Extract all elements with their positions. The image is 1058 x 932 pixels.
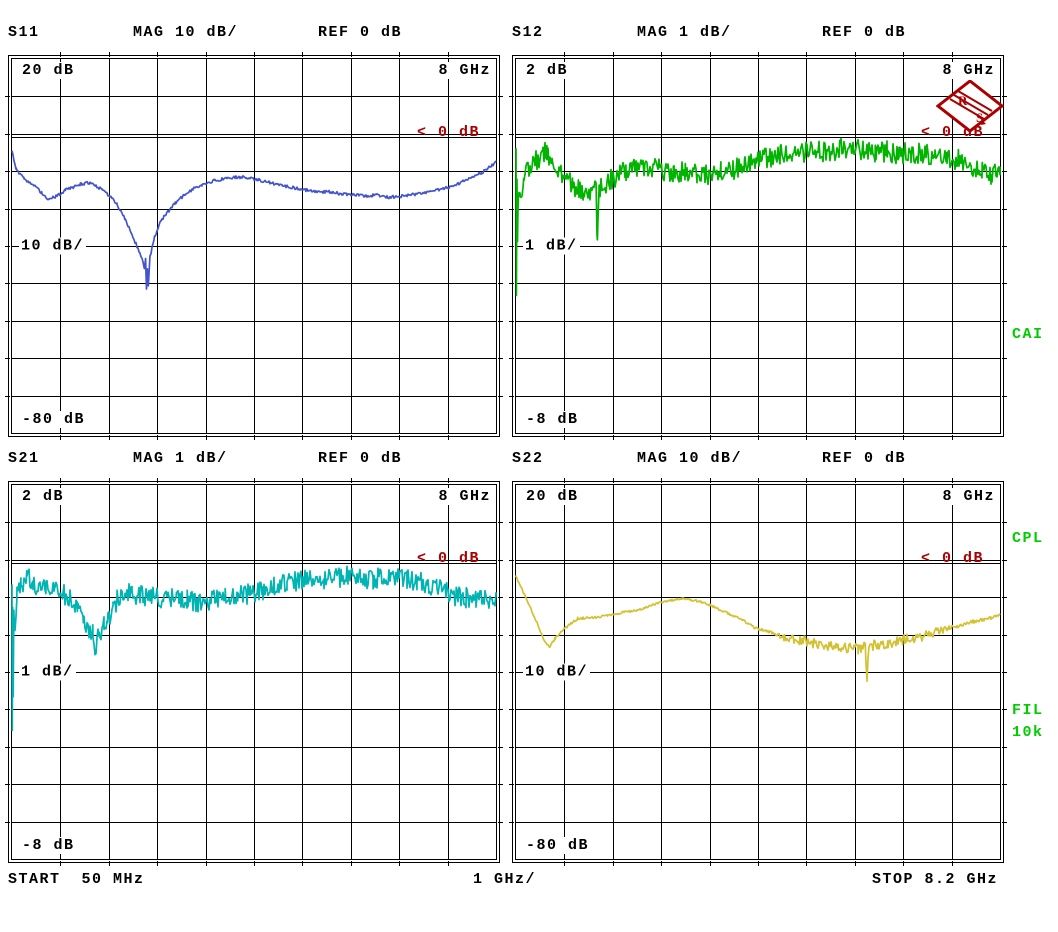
frequency-corner-label: 8 GHz bbox=[436, 488, 493, 505]
softkey-label-cai[interactable]: CAI bbox=[1012, 326, 1044, 343]
scale-label: MAG 10 dB/ bbox=[637, 450, 743, 467]
s-parameter-label: S11 bbox=[8, 24, 40, 41]
logo-letter-r: R bbox=[958, 93, 969, 108]
bottom-scale-label: -8 dB bbox=[524, 411, 581, 428]
per-division-label: 10 dB/ bbox=[19, 237, 87, 255]
softkey-label-10k[interactable]: 10k bbox=[1012, 724, 1044, 741]
s-parameter-label: S21 bbox=[8, 450, 40, 467]
per-division-label: 1 dB/ bbox=[19, 663, 76, 681]
start-frequency-label: START 50 MHz bbox=[8, 871, 145, 888]
reference-level-marker: < 0 dB bbox=[416, 124, 480, 141]
frequency-status-bar: START 50 MHz 1 GHz/ STOP 8.2 GHz bbox=[0, 871, 1058, 889]
s22-grid-and-trace bbox=[509, 478, 1007, 866]
plot-area-s21: 2 dB 8 GHz 1 dB/ -8 dB < 0 dB bbox=[5, 478, 503, 866]
top-scale-label: 2 dB bbox=[524, 62, 571, 79]
frequency-corner-label: 8 GHz bbox=[940, 62, 997, 79]
scale-label: MAG 1 dB/ bbox=[637, 24, 732, 41]
per-division-label: 1 dB/ bbox=[523, 237, 580, 255]
plot-panel-s12: 2 dB 8 GHz 1 dB/ -8 dB < 0 dB bbox=[509, 52, 1007, 440]
s-parameter-label: S12 bbox=[512, 24, 544, 41]
softkey-label-cpl[interactable]: CPL bbox=[1012, 530, 1044, 547]
frequency-corner-label: 8 GHz bbox=[436, 62, 493, 79]
trace-header-s12: S12 MAG 1 dB/ REF 0 dB bbox=[512, 24, 1012, 42]
plot-panel-s22: 20 dB 8 GHz 10 dB/ -80 dB < 0 dB bbox=[509, 478, 1007, 866]
frequency-per-division-label: 1 GHz/ bbox=[473, 871, 537, 888]
s21-grid-and-trace bbox=[5, 478, 503, 866]
frequency-corner-label: 8 GHz bbox=[940, 488, 997, 505]
reference-label: REF 0 dB bbox=[822, 24, 907, 41]
plot-panel-s21: 2 dB 8 GHz 1 dB/ -8 dB < 0 dB bbox=[5, 478, 503, 866]
scale-label: MAG 10 dB/ bbox=[133, 24, 239, 41]
stop-frequency-label: STOP 8.2 GHz bbox=[872, 871, 999, 888]
plot-area-s11: 20 dB 8 GHz 10 dB/ -80 dB < 0 dB bbox=[5, 52, 503, 440]
plot-area-s12: 2 dB 8 GHz 1 dB/ -8 dB < 0 dB bbox=[509, 52, 1007, 440]
reference-label: REF 0 dB bbox=[822, 450, 907, 467]
trace-header-s21: S21 MAG 1 dB/ REF 0 dB bbox=[8, 450, 508, 468]
s11-grid-and-trace bbox=[5, 52, 503, 440]
bottom-scale-label: -80 dB bbox=[20, 411, 88, 428]
bottom-scale-label: -80 dB bbox=[524, 837, 592, 854]
rohde-schwarz-logo: R S bbox=[935, 79, 1005, 133]
top-scale-label: 20 dB bbox=[20, 62, 77, 79]
top-scale-label: 20 dB bbox=[524, 488, 581, 505]
reference-label: REF 0 dB bbox=[318, 450, 403, 467]
reference-level-marker: < 0 dB bbox=[416, 550, 480, 567]
bottom-scale-label: -8 dB bbox=[20, 837, 77, 854]
plot-panel-s11: 20 dB 8 GHz 10 dB/ -80 dB < 0 dB bbox=[5, 52, 503, 440]
rs-logo-graphic: R S bbox=[935, 79, 1005, 133]
per-division-label: 10 dB/ bbox=[523, 663, 591, 681]
scale-label: MAG 1 dB/ bbox=[133, 450, 228, 467]
plot-area-s22: 20 dB 8 GHz 10 dB/ -80 dB < 0 dB bbox=[509, 478, 1007, 866]
trace-header-s22: S22 MAG 10 dB/ REF 0 dB bbox=[512, 450, 1012, 468]
reference-level-marker: < 0 dB bbox=[920, 550, 984, 567]
top-scale-label: 2 dB bbox=[20, 488, 67, 505]
logo-letter-s: S bbox=[976, 110, 985, 125]
s12-grid-and-trace bbox=[509, 52, 1007, 440]
reference-label: REF 0 dB bbox=[318, 24, 403, 41]
s-parameter-label: S22 bbox=[512, 450, 544, 467]
softkey-label-fil[interactable]: FIL bbox=[1012, 702, 1044, 719]
trace-header-s11: S11 MAG 10 dB/ REF 0 dB bbox=[8, 24, 508, 42]
